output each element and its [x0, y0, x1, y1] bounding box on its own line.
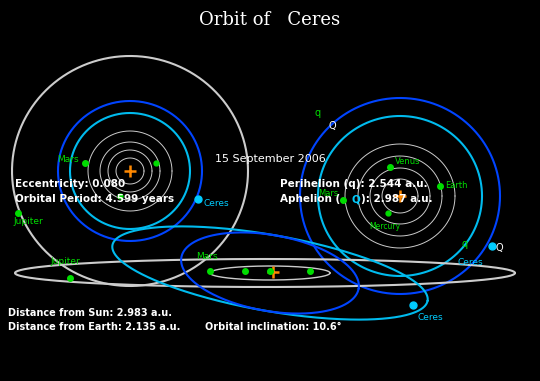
Text: Eccentricity: 0.080: Eccentricity: 0.080: [15, 179, 125, 189]
Text: Perihelion (q): 2.544 a.u.: Perihelion (q): 2.544 a.u.: [280, 179, 428, 189]
Text: Mars: Mars: [196, 252, 218, 261]
Text: Ceres: Ceres: [457, 258, 483, 267]
Text: Ceres: Ceres: [203, 200, 228, 208]
Text: 15 September 2006: 15 September 2006: [214, 154, 326, 164]
Text: Mars: Mars: [57, 155, 79, 165]
Text: Q: Q: [352, 194, 361, 204]
Text: Q: Q: [495, 243, 503, 253]
Text: Mercury: Mercury: [369, 222, 401, 231]
Text: q: q: [315, 108, 321, 118]
Text: Distance from Earth: 2.135 a.u.: Distance from Earth: 2.135 a.u.: [8, 322, 180, 332]
Text: q: q: [462, 239, 468, 249]
Text: Orbital Period: 4.599 years: Orbital Period: 4.599 years: [15, 194, 174, 204]
Text: Venus: Venus: [395, 157, 421, 166]
Text: Orbital inclination: 10.6°: Orbital inclination: 10.6°: [205, 322, 341, 332]
Text: Mars: Mars: [318, 189, 338, 199]
Text: Ceres: Ceres: [418, 313, 444, 322]
Text: Aphelion (: Aphelion (: [280, 194, 340, 204]
Text: Jupiter: Jupiter: [50, 257, 80, 266]
Text: Q: Q: [328, 121, 336, 131]
Text: Earth: Earth: [445, 181, 468, 190]
Text: ): 2.987 a.u.: ): 2.987 a.u.: [361, 194, 433, 204]
Text: Jupiter: Jupiter: [13, 216, 43, 226]
Text: Orbit of   Ceres: Orbit of Ceres: [199, 11, 341, 29]
Text: Distance from Sun: 2.983 a.u.: Distance from Sun: 2.983 a.u.: [8, 308, 172, 318]
